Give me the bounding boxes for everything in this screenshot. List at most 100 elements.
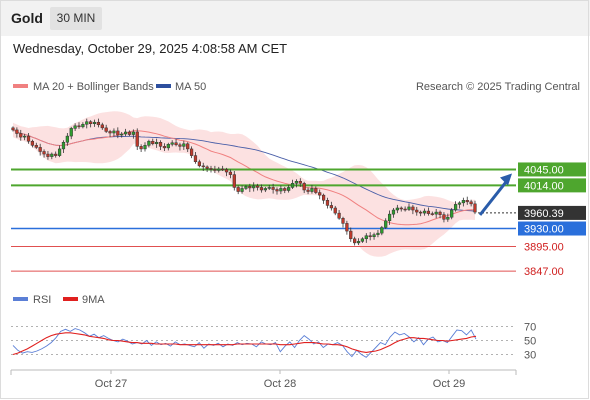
candle bbox=[259, 187, 264, 191]
candle bbox=[356, 241, 361, 244]
level-tag-3930.00 bbox=[518, 221, 586, 236]
forecast-arrow-head bbox=[500, 173, 512, 186]
forecast-arrow-shaft bbox=[478, 178, 510, 216]
candle bbox=[224, 169, 229, 173]
candle bbox=[422, 210, 427, 214]
candle bbox=[271, 187, 275, 190]
candle bbox=[290, 183, 295, 188]
x-tick-label: Oct 28 bbox=[264, 378, 296, 390]
ma50-legend-swatch bbox=[156, 84, 171, 88]
candle bbox=[147, 140, 151, 146]
candle bbox=[89, 121, 93, 125]
candle bbox=[221, 168, 225, 171]
candle bbox=[446, 216, 450, 220]
last-price-tag bbox=[518, 205, 586, 220]
candle bbox=[434, 211, 438, 215]
candle bbox=[201, 165, 205, 168]
candle bbox=[131, 131, 135, 135]
level-label-3930.00: 3930.00 bbox=[524, 224, 564, 236]
title-bar: Gold 30 MIN bbox=[0, 0, 590, 36]
candle bbox=[81, 124, 85, 128]
candle bbox=[65, 135, 69, 143]
candle bbox=[325, 200, 330, 206]
candle bbox=[450, 209, 454, 218]
chart-datetime: Wednesday, October 29, 2025 4:08:58 AM C… bbox=[13, 41, 288, 56]
level-tag-4014.00 bbox=[518, 178, 586, 193]
candle bbox=[23, 135, 27, 138]
candle bbox=[34, 145, 38, 148]
candle bbox=[143, 145, 147, 150]
level-tag-4045.00 bbox=[518, 162, 586, 177]
candle bbox=[139, 146, 143, 150]
candle bbox=[135, 131, 139, 147]
candle bbox=[186, 143, 190, 150]
candle bbox=[120, 133, 124, 136]
candle bbox=[469, 201, 473, 205]
last-price-label: 3960.39 bbox=[524, 208, 564, 220]
candle bbox=[384, 220, 388, 228]
candle bbox=[473, 203, 477, 213]
candle bbox=[232, 174, 236, 188]
candle bbox=[100, 124, 104, 129]
candle bbox=[255, 185, 260, 188]
ma20-legend-label: MA 20 + Bollinger Bands bbox=[33, 81, 154, 93]
candle bbox=[387, 213, 392, 222]
candle bbox=[178, 144, 182, 147]
candle bbox=[15, 129, 19, 134]
candle bbox=[42, 151, 46, 155]
candle bbox=[345, 223, 349, 232]
candle bbox=[96, 121, 101, 126]
level-label-3847.00: 3847.00 bbox=[524, 266, 564, 278]
candle bbox=[236, 187, 240, 192]
candle bbox=[364, 235, 368, 240]
candle bbox=[162, 146, 167, 149]
ma20-legend-swatch bbox=[13, 84, 28, 88]
candle bbox=[341, 217, 345, 224]
candle bbox=[337, 212, 341, 219]
candle bbox=[182, 143, 186, 147]
candle bbox=[73, 125, 77, 129]
candle bbox=[457, 202, 462, 205]
candle bbox=[92, 121, 97, 125]
rsi-tick-30: 30 bbox=[524, 350, 536, 362]
level-label-4045.00: 4045.00 bbox=[524, 164, 564, 176]
candle bbox=[54, 153, 58, 156]
x-tick-label: Oct 29 bbox=[433, 378, 465, 390]
candle bbox=[279, 188, 283, 192]
rsi-series-9MA bbox=[12, 332, 477, 356]
candle bbox=[407, 206, 411, 210]
candle bbox=[116, 130, 120, 136]
candle bbox=[170, 142, 174, 145]
candle bbox=[426, 210, 431, 214]
candle bbox=[158, 141, 163, 147]
candle bbox=[151, 140, 155, 145]
candle bbox=[244, 186, 248, 189]
candle bbox=[275, 189, 279, 192]
candle bbox=[174, 142, 178, 146]
candle bbox=[50, 153, 54, 157]
candle bbox=[310, 188, 314, 192]
candle bbox=[166, 144, 170, 149]
candle bbox=[112, 130, 116, 134]
rsi-legend-swatch bbox=[13, 297, 28, 301]
candle bbox=[372, 234, 376, 237]
candle bbox=[123, 131, 128, 135]
level-label-3895.00: 3895.00 bbox=[524, 241, 564, 253]
candle bbox=[240, 188, 244, 192]
candle bbox=[69, 128, 73, 137]
candle bbox=[442, 214, 446, 220]
candle bbox=[461, 200, 465, 204]
timeframe-button[interactable]: 30 MIN bbox=[50, 7, 102, 30]
candle bbox=[395, 207, 399, 211]
candle bbox=[19, 133, 23, 138]
candle bbox=[399, 207, 403, 210]
candle bbox=[193, 155, 198, 163]
candle bbox=[321, 194, 326, 201]
candle bbox=[57, 148, 62, 156]
candle bbox=[368, 235, 372, 237]
candle bbox=[77, 125, 81, 128]
rsi-ma-legend-swatch bbox=[63, 297, 78, 301]
candle bbox=[411, 206, 415, 211]
candle bbox=[197, 161, 201, 167]
